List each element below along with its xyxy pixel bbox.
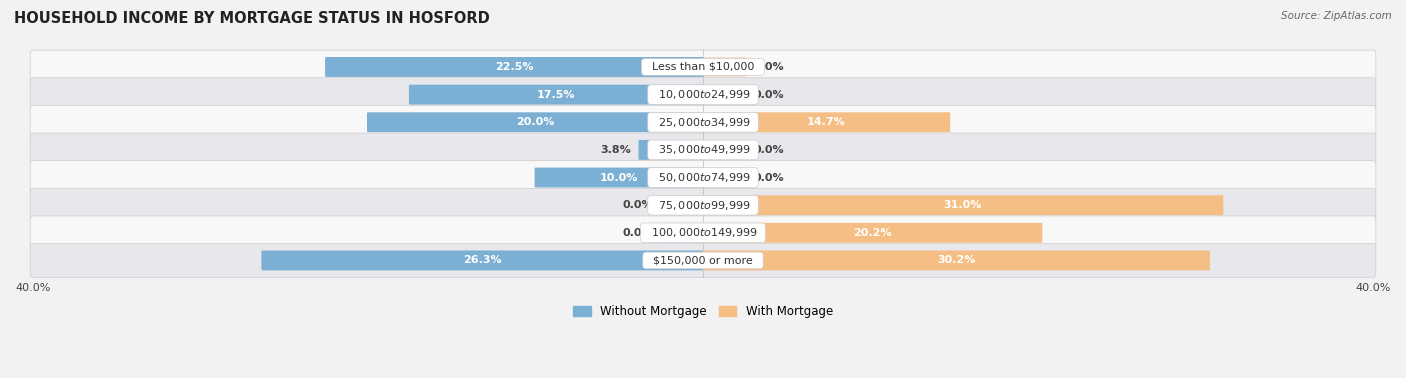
FancyBboxPatch shape bbox=[702, 112, 950, 132]
Text: $100,000 to $149,999: $100,000 to $149,999 bbox=[644, 226, 762, 239]
FancyBboxPatch shape bbox=[30, 161, 1376, 194]
Text: 20.2%: 20.2% bbox=[853, 228, 891, 238]
FancyBboxPatch shape bbox=[702, 85, 745, 105]
FancyBboxPatch shape bbox=[30, 105, 1376, 139]
FancyBboxPatch shape bbox=[30, 133, 1376, 167]
FancyBboxPatch shape bbox=[30, 216, 1376, 249]
FancyBboxPatch shape bbox=[325, 57, 704, 77]
Text: 0.0%: 0.0% bbox=[621, 200, 652, 210]
Text: Source: ZipAtlas.com: Source: ZipAtlas.com bbox=[1281, 11, 1392, 21]
Text: $50,000 to $74,999: $50,000 to $74,999 bbox=[651, 171, 755, 184]
Text: 0.0%: 0.0% bbox=[621, 228, 652, 238]
Text: 14.7%: 14.7% bbox=[807, 117, 845, 127]
Text: 20.0%: 20.0% bbox=[516, 117, 554, 127]
FancyBboxPatch shape bbox=[534, 167, 704, 187]
FancyBboxPatch shape bbox=[702, 251, 1211, 270]
Text: 0.0%: 0.0% bbox=[754, 90, 785, 100]
FancyBboxPatch shape bbox=[30, 78, 1376, 112]
Text: HOUSEHOLD INCOME BY MORTGAGE STATUS IN HOSFORD: HOUSEHOLD INCOME BY MORTGAGE STATUS IN H… bbox=[14, 11, 489, 26]
Text: 17.5%: 17.5% bbox=[537, 90, 575, 100]
FancyBboxPatch shape bbox=[702, 57, 745, 77]
FancyBboxPatch shape bbox=[262, 251, 704, 270]
Text: 0.0%: 0.0% bbox=[754, 172, 785, 183]
Text: 0.0%: 0.0% bbox=[754, 145, 785, 155]
Text: $35,000 to $49,999: $35,000 to $49,999 bbox=[651, 143, 755, 156]
Text: 30.2%: 30.2% bbox=[936, 256, 976, 265]
FancyBboxPatch shape bbox=[702, 140, 745, 160]
Text: 0.0%: 0.0% bbox=[754, 62, 785, 72]
FancyBboxPatch shape bbox=[30, 243, 1376, 277]
FancyBboxPatch shape bbox=[30, 188, 1376, 222]
Text: 10.0%: 10.0% bbox=[600, 172, 638, 183]
Text: $75,000 to $99,999: $75,000 to $99,999 bbox=[651, 199, 755, 212]
Text: $10,000 to $24,999: $10,000 to $24,999 bbox=[651, 88, 755, 101]
FancyBboxPatch shape bbox=[661, 223, 704, 243]
FancyBboxPatch shape bbox=[661, 195, 704, 215]
FancyBboxPatch shape bbox=[702, 195, 1223, 215]
Legend: Without Mortgage, With Mortgage: Without Mortgage, With Mortgage bbox=[568, 301, 838, 323]
Text: 3.8%: 3.8% bbox=[600, 145, 631, 155]
Text: $25,000 to $34,999: $25,000 to $34,999 bbox=[651, 116, 755, 129]
FancyBboxPatch shape bbox=[30, 50, 1376, 84]
Text: 22.5%: 22.5% bbox=[495, 62, 534, 72]
FancyBboxPatch shape bbox=[702, 223, 1042, 243]
FancyBboxPatch shape bbox=[638, 140, 704, 160]
Text: $150,000 or more: $150,000 or more bbox=[647, 256, 759, 265]
FancyBboxPatch shape bbox=[367, 112, 704, 132]
FancyBboxPatch shape bbox=[409, 85, 704, 105]
Text: 31.0%: 31.0% bbox=[943, 200, 981, 210]
FancyBboxPatch shape bbox=[702, 167, 745, 187]
Text: Less than $10,000: Less than $10,000 bbox=[645, 62, 761, 72]
Text: 26.3%: 26.3% bbox=[464, 256, 502, 265]
